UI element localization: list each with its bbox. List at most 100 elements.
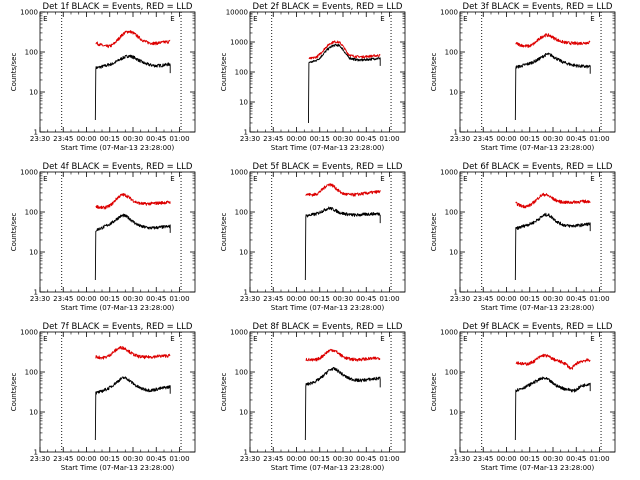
lld-series-line [515,192,591,209]
y-axis-label: Counts/sec [430,213,438,252]
x-tick-label: 23:45 [263,295,283,303]
y-tick-label: 100 [235,69,248,77]
event-marker-label: E [43,335,47,343]
subplot-8: Det 8f BLACK = Events, RED = LLD 1 10 100 10… [220,322,406,472]
lld-series-line [308,40,381,60]
x-tick-label: 01:00 [379,135,399,143]
x-tick-label: 23:30 [450,135,470,143]
x-tick-label: 23:45 [263,135,283,143]
y-tick-label: 100 [235,209,248,217]
event-marker-label: E [170,175,174,183]
x-tick-label: 23:45 [53,295,73,303]
event-marker-label: E [590,335,594,343]
plot-frame [39,171,196,293]
lld-series-line [515,33,591,48]
lld-series-line [515,353,591,370]
x-tick-label: 23:30 [450,455,470,463]
y-axis-label: Counts/sec [10,213,18,252]
y-axis-label: Counts/sec [430,373,438,412]
y-tick-label: 1000 [230,39,248,47]
x-tick-label: 00:45 [356,455,376,463]
plot-title: Det 7f BLACK = Events, RED = LLD [43,322,193,332]
plot-frame [249,331,406,453]
event-marker-label: E [380,335,384,343]
y-tick-label: 1 [454,449,458,457]
y-tick-label: 1 [244,449,248,457]
x-tick-label: 00:45 [356,295,376,303]
event-marker-label: E [380,15,384,23]
x-tick-label: 01:00 [589,135,609,143]
lld-series-line [95,30,171,49]
y-axis-label: Counts/sec [220,213,228,252]
event-marker-label: E [463,335,467,343]
event-marker-label: E [253,175,257,183]
events-series-line [304,206,381,280]
plot-title: Det 5f BLACK = Events, RED = LLD [253,162,403,172]
y-tick-label: 10 [29,249,38,257]
x-tick-label: 00:00 [76,455,96,463]
y-tick-label: 1000 [440,9,458,17]
plot-frame [39,11,196,133]
events-series-line [94,376,171,440]
y-tick-label: 100 [235,369,248,377]
y-tick-label: 10 [239,249,248,257]
x-tick-label: 00:15 [520,135,540,143]
y-axis-label: Counts/sec [10,53,18,92]
y-tick-label: 1 [34,129,38,137]
x-tick-label: 00:45 [566,455,586,463]
x-tick-label: 01:00 [169,135,189,143]
plot-frame [459,11,616,133]
x-axis-label: Start Time (07-Mar-13 23:28:00) [481,304,595,312]
y-tick-label: 1 [34,289,38,297]
x-tick-label: 00:00 [286,135,306,143]
x-tick-label: 00:00 [496,455,516,463]
x-axis-label: Start Time (07-Mar-13 23:28:00) [271,304,385,312]
x-tick-label: 23:30 [240,135,260,143]
y-tick-label: 1 [244,129,248,137]
x-axis-label: Start Time (07-Mar-13 23:28:00) [61,464,175,472]
y-axis-label: Counts/sec [220,53,228,92]
y-tick-label: 1000 [20,329,38,337]
event-marker-label: E [463,15,467,23]
subplot-6: Det 6f BLACK = Events, RED = LLD 1 10 100 10… [430,162,616,312]
y-tick-label: 100 [445,369,458,377]
y-tick-label: 1000 [440,329,458,337]
y-tick-label: 100 [25,369,38,377]
events-series-line [514,52,591,120]
event-marker-label: E [170,335,174,343]
lld-series-line [305,183,381,197]
event-marker-label: E [253,15,257,23]
events-series-line [514,376,591,440]
y-tick-label: 10 [29,89,38,97]
x-tick-label: 23:30 [240,295,260,303]
x-axis-label: Start Time (07-Mar-13 23:28:00) [271,464,385,472]
plot-frame [249,171,406,293]
x-tick-label: 00:15 [100,295,120,303]
x-axis-label: Start Time (07-Mar-13 23:28:00) [271,144,385,152]
x-tick-label: 00:00 [496,135,516,143]
plot-frame [459,171,616,293]
x-tick-label: 00:45 [146,455,166,463]
event-marker-label: E [463,175,467,183]
events-series-line [304,366,381,440]
subplot-5: Det 5f BLACK = Events, RED = LLD 1 10 100 10… [220,162,406,312]
event-marker-label: E [43,15,47,23]
lld-series-line [95,192,171,210]
y-tick-label: 100 [445,49,458,57]
x-tick-label: 00:15 [310,295,330,303]
y-axis-label: Counts/sec [430,53,438,92]
y-tick-label: 10 [449,409,458,417]
x-axis-label: Start Time (07-Mar-13 23:28:00) [61,304,175,312]
subplot-7: Det 7f BLACK = Events, RED = LLD 1 10 100 10… [10,322,196,472]
y-tick-label: 100 [25,209,38,217]
event-marker-label: E [590,15,594,23]
x-tick-label: 00:15 [520,455,540,463]
y-tick-label: 1000 [230,169,248,177]
y-tick-label: 10 [239,409,248,417]
x-tick-label: 00:30 [333,455,353,463]
y-tick-label: 10000 [226,9,248,17]
events-series-line [94,213,171,280]
y-tick-label: 1 [454,129,458,137]
x-tick-label: 23:30 [30,295,50,303]
